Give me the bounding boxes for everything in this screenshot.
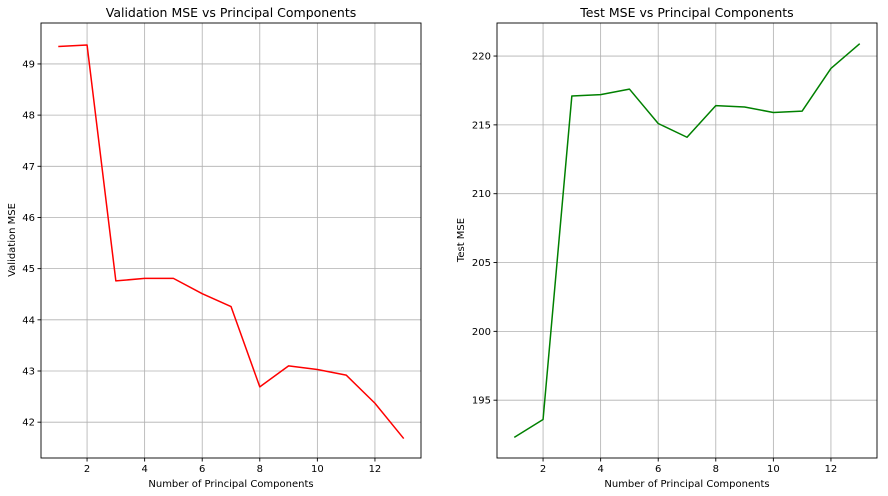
chart-title: Test MSE vs Principal Components [579, 5, 793, 20]
x-tick-label: 12 [825, 464, 838, 475]
plot-frame [40, 22, 422, 459]
x-axis-label: Number of Principal Components [148, 479, 313, 490]
x-tick-label: 12 [369, 464, 382, 475]
y-tick-label: 45 [22, 264, 35, 275]
y-tick-label: 43 [22, 367, 35, 378]
y-tick-label: 47 [22, 162, 35, 173]
y-tick-label: 220 [472, 52, 491, 63]
y-tick-label: 200 [472, 327, 491, 338]
series-line [513, 43, 861, 438]
y-tick-label: 48 [22, 111, 35, 122]
test-mse-chart: Test MSE vs Principal Components Number … [456, 5, 878, 490]
y-tick-label: 210 [472, 189, 491, 200]
y-tick-label: 44 [22, 315, 35, 326]
plot-frame [496, 22, 878, 459]
x-tick-label: 8 [713, 464, 719, 475]
y-tick-label: 205 [472, 258, 491, 269]
x-tick-label: 10 [767, 464, 780, 475]
chart-title: Validation MSE vs Principal Components [106, 5, 357, 20]
x-tick-label: 4 [597, 464, 603, 475]
y-tick-label: 46 [22, 213, 35, 224]
y-tick-label: 215 [472, 120, 491, 131]
x-tick-label: 8 [257, 464, 263, 475]
x-tick-label: 6 [199, 464, 205, 475]
series-line [58, 44, 405, 440]
x-tick-label: 2 [84, 464, 90, 475]
y-tick-label: 195 [472, 396, 491, 407]
y-tick-label: 49 [22, 59, 35, 70]
x-tick-label: 2 [540, 464, 546, 475]
validation-mse-chart: Validation MSE vs Principal Components N… [7, 5, 422, 490]
y-axis-label: Test MSE [456, 218, 467, 263]
y-axis-label: Validation MSE [7, 203, 18, 277]
x-axis-label: Number of Principal Components [604, 479, 769, 490]
x-tick-label: 10 [311, 464, 324, 475]
x-tick-label: 6 [655, 464, 661, 475]
y-tick-label: 42 [22, 418, 35, 429]
x-tick-label: 4 [141, 464, 147, 475]
